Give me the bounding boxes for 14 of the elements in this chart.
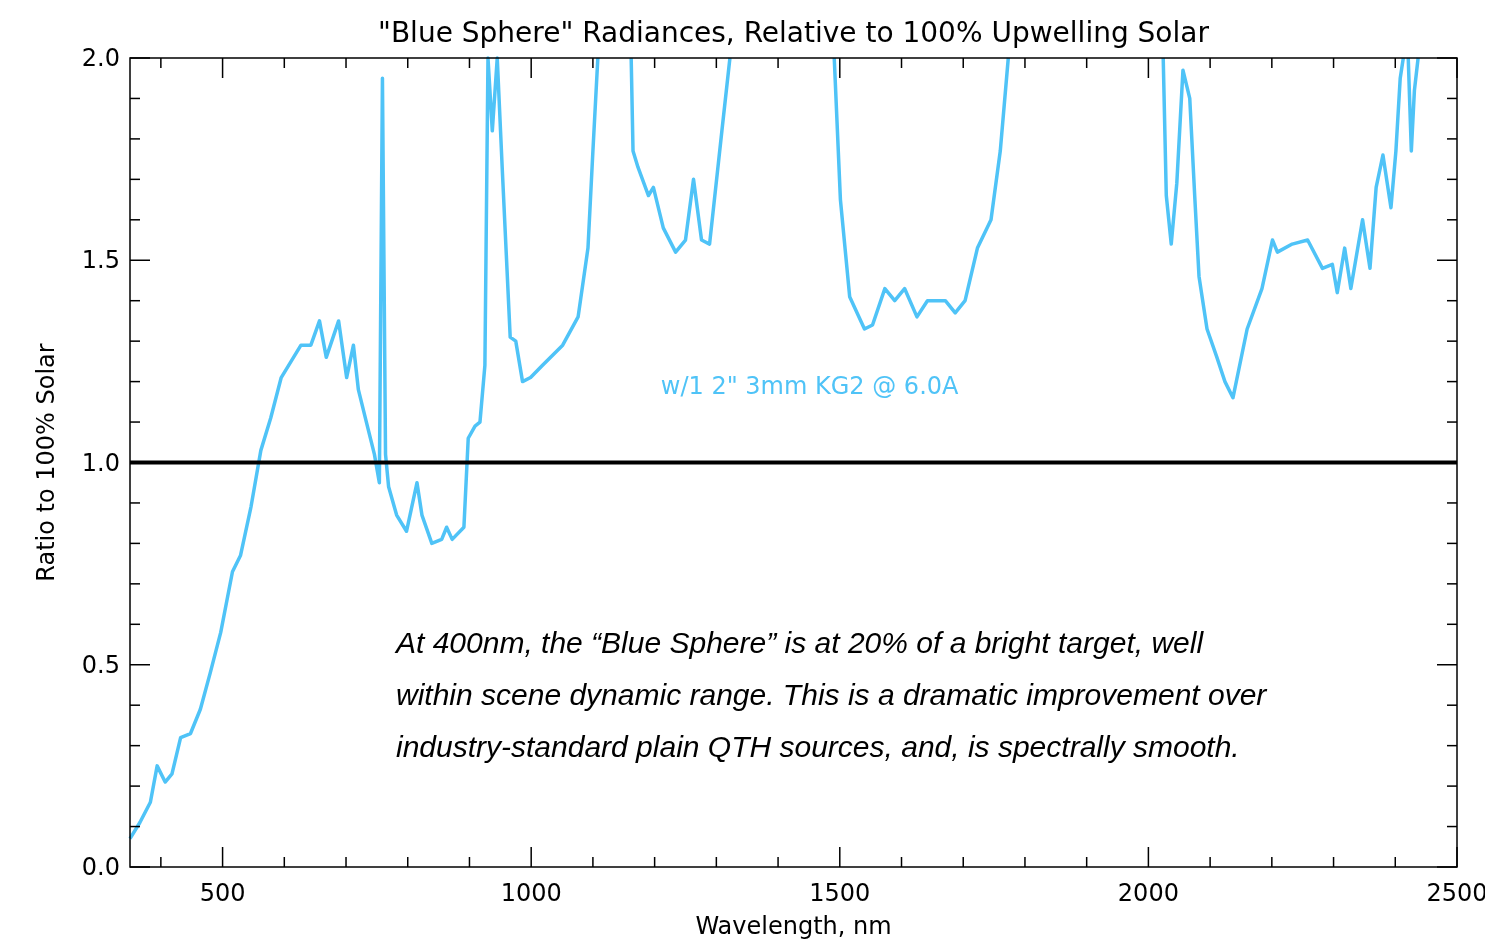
x-tick-label: 2000 [1117,879,1179,907]
y-tick-label: 0.0 [81,853,120,881]
x-tick-label: 500 [199,879,246,907]
y-tick-label: 0.5 [81,650,120,679]
chart-title: "Blue Sphere" Radiances, Relative to 100% Upwelling Solar [378,16,1210,49]
x-axis-title: Wavelength, nm [695,912,892,940]
y-tick-label: 1.0 [81,448,120,477]
x-tick-label: 1000 [500,879,562,907]
y-tick-label: 2.0 [81,44,120,72]
text: w/1 2" 3mm KG2 @ 6.0A [660,371,960,400]
y-axis-title: Ratio to 100% Solar [32,343,60,582]
y-tick-label: 1.5 [81,246,120,275]
annotation: At 400nm, the “Blue Sphere” is at 20% of a bright target, well within scene dynamic range. This is a dramatic improvement over industry-standard plain QTH sources, and, is spectrally smooth. [394,626,1268,763]
x-tick-label: 1500 [809,879,871,907]
